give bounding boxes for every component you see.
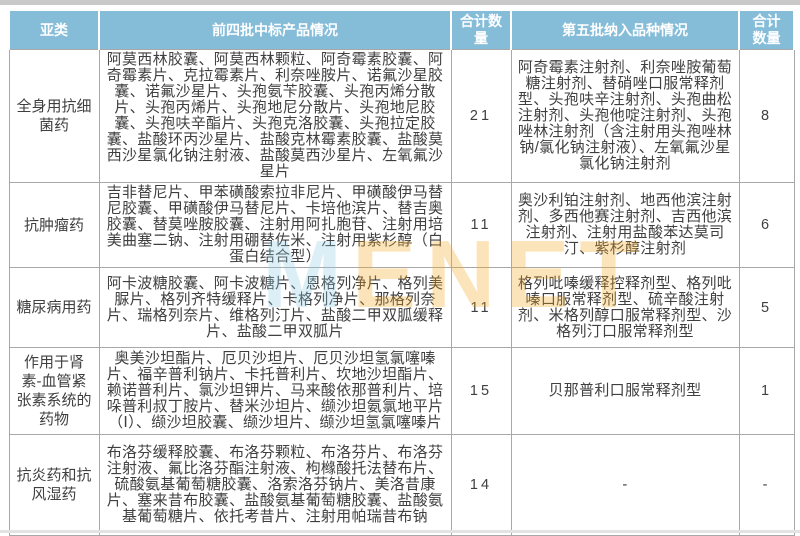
table-row: 作用于肾素-血管紧张素系统的药物 奥美沙坦酯片、厄贝沙坦片、厄贝沙坦氢氯噻嗪片、… [8,347,795,435]
batch5-count-cell: 1 [738,347,795,435]
header-batch4-total: 合计数量 [450,9,512,50]
batch4-products-cell: 吉非替尼片、甲苯磺酸索拉非尼片、甲磺酸伊马替尼胶囊、甲磺酸伊马替尼片、卡培他滨片… [98,182,452,268]
batch5-products-cell: 阿奇霉素注射剂、利奈唑胺葡萄糖注射剂、替硝唑口服常释剂型、头孢呋辛注射剂、头孢曲… [510,49,740,183]
batch5-products-cell: 贝那普利口服常释剂型 [510,347,740,435]
header-subcategory: 亚类 [8,9,100,50]
batch5-count-cell: 8 [738,49,795,183]
batch4-count-cell: 11 [450,182,512,268]
table-row: 抗炎药和抗风湿药 布洛芬缓释胶囊、布洛芬颗粒、布洛芬片、布洛芬注射液、氟比洛芬酯… [8,434,795,536]
header-batch5-products: 第五批纳入品种情况 [510,9,740,50]
batch4-products-cell: 奥美沙坦酯片、厄贝沙坦片、厄贝沙坦氢氯噻嗪片、福辛普利钠片、卡托普利片、坎地沙坦… [98,347,452,435]
table-row: 全身用抗细菌药 阿莫西林胶囊、阿莫西林颗粒、阿奇霉素胶囊、阿奇霉素片、克拉霉素片… [8,49,795,183]
batch4-count-cell: 15 [450,347,512,435]
batch5-products-cell: - [510,434,740,536]
header-batch4-products: 前四批中标产品情况 [98,9,452,50]
subcategory-cell: 糖尿病用药 [8,267,100,348]
batch4-products-cell: 阿卡波糖胶囊、阿卡波糖片、恩格列净片、格列美脲片、格列齐特缓释片、卡格列净片、那… [98,267,452,348]
subcategory-cell: 抗炎药和抗风湿药 [8,434,100,536]
batch4-count-cell: 14 [450,434,512,536]
screenshot-bottom-edge [0,530,800,533]
batch5-products-cell: 格列吡嗪缓释控释剂型、格列吡嗪口服常释剂型、硫辛酸注射剂、米格列醇口服常释剂型、… [510,267,740,348]
header-batch5-total: 合计数量 [738,9,795,50]
batch4-products-cell: 布洛芬缓释胶囊、布洛芬颗粒、布洛芬片、布洛芬注射液、氟比洛芬酯注射液、枸橼酸托法… [98,434,452,536]
batch4-products-cell: 阿莫西林胶囊、阿莫西林颗粒、阿奇霉素胶囊、阿奇霉素片、克拉霉素片、利奈唑胺片、诺… [98,49,452,183]
table-row: 糖尿病用药 阿卡波糖胶囊、阿卡波糖片、恩格列净片、格列美脲片、格列齐特缓释片、卡… [8,267,795,348]
header-row: 亚类 前四批中标产品情况 合计数量 第五批纳入品种情况 合计数量 [8,9,795,50]
batch5-count-cell: - [738,434,795,536]
batch5-count-cell: 5 [738,267,795,348]
subcategory-cell: 作用于肾素-血管紧张素系统的药物 [8,347,100,435]
subcategory-cell: 全身用抗细菌药 [8,49,100,183]
table-row: 抗肿瘤药 吉非替尼片、甲苯磺酸索拉非尼片、甲磺酸伊马替尼胶囊、甲磺酸伊马替尼片、… [8,182,795,268]
screenshot-top-edge [0,0,800,5]
batch5-count-cell: 6 [738,182,795,268]
drug-procurement-table: 亚类 前四批中标产品情况 合计数量 第五批纳入品种情况 合计数量 全身用抗细菌药… [8,9,795,536]
batch5-products-cell: 奥沙利铂注射剂、地西他滨注射剂、多西他赛注射剂、吉西他滨注射剂、注射用盐酸苯达莫… [510,182,740,268]
batch4-count-cell: 11 [450,267,512,348]
batch4-count-cell: 21 [450,49,512,183]
subcategory-cell: 抗肿瘤药 [8,182,100,268]
